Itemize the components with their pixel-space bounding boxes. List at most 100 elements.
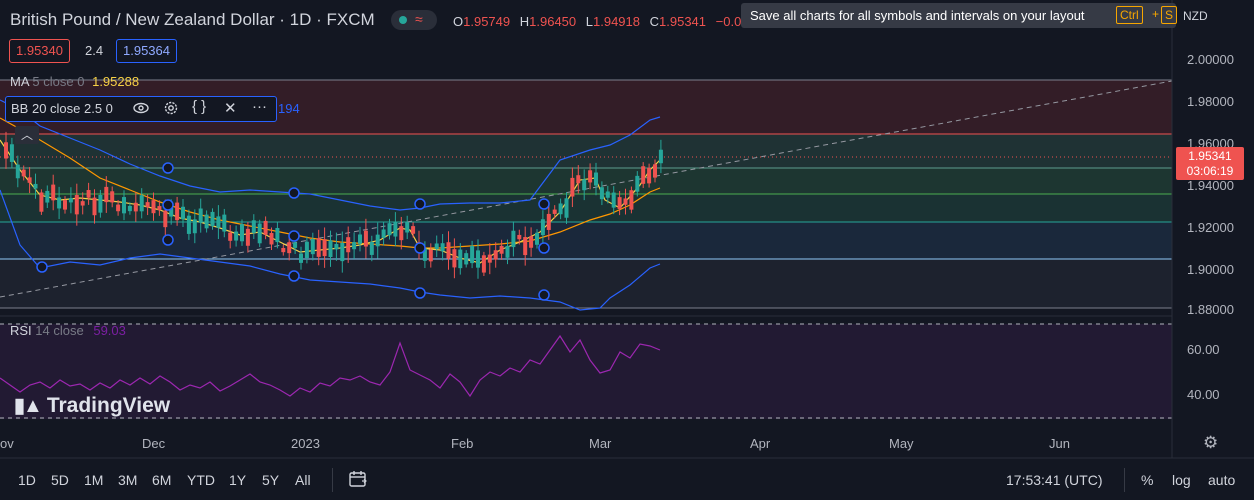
- candle-body: [623, 198, 628, 205]
- rsi-legend[interactable]: RSI 14 close 59.03: [10, 323, 126, 338]
- candle-body: [145, 202, 150, 208]
- collapse-legend-button[interactable]: ︿: [15, 126, 39, 144]
- candle-body: [222, 214, 227, 232]
- tooltip-text: Save all charts for all symbols and inte…: [750, 8, 1085, 23]
- candle-body: [328, 240, 333, 258]
- candle-body: [4, 142, 8, 159]
- candle-body: [86, 190, 91, 198]
- code-braces-icon[interactable]: { }: [192, 98, 207, 115]
- candle-body: [98, 194, 103, 213]
- log-scale-toggle[interactable]: log: [1172, 472, 1191, 488]
- time-axis-label: ov: [0, 436, 14, 451]
- rsi-params: 14 close: [35, 323, 84, 338]
- candle-body: [210, 211, 215, 227]
- candle-body: [552, 209, 557, 214]
- candle-body: [363, 230, 368, 247]
- ohlc-close-value: 1.95341: [659, 14, 707, 29]
- candle-body: [346, 237, 351, 253]
- candle-body: [340, 243, 345, 262]
- candle-body: [92, 197, 97, 216]
- candle-body: [576, 175, 581, 184]
- bb-legend[interactable]: BB 20 close 2.5 0 { } ✕ ···: [5, 96, 277, 122]
- candle-body: [535, 232, 539, 245]
- ma-value: 1.95288: [92, 74, 140, 89]
- price-axis-label: 1.98000: [1187, 94, 1234, 109]
- candle-body: [411, 226, 416, 234]
- candle-body: [15, 164, 20, 179]
- timeframe-3m[interactable]: 3M: [118, 472, 138, 488]
- logo-text: TradingView: [46, 394, 171, 417]
- candle-body: [157, 206, 162, 211]
- candle-body: [21, 169, 26, 177]
- candle-body: [33, 183, 38, 189]
- buy-price-button[interactable]: 1.95364: [116, 39, 177, 63]
- more-icon[interactable]: ···: [252, 98, 267, 115]
- candle-body: [110, 191, 115, 203]
- gear-icon[interactable]: ⚙: [1203, 433, 1219, 452]
- timeframe-5d[interactable]: 5D: [51, 472, 69, 488]
- candle-body: [452, 249, 457, 268]
- candle-body: [540, 219, 545, 236]
- tooltip-key-ctrl: Ctrl: [1116, 6, 1143, 24]
- candle-body: [175, 202, 180, 221]
- candle-body: [63, 200, 67, 210]
- candle-body: [434, 243, 439, 250]
- candle-body: [487, 254, 492, 263]
- rsi-label: RSI: [10, 323, 32, 338]
- rsi-axis-label: 40.00: [1187, 387, 1220, 402]
- candle-body: [322, 239, 327, 257]
- utc-clock[interactable]: 17:53:41 (UTC): [1006, 472, 1103, 488]
- price-axis-label: 1.88000: [1187, 302, 1234, 314]
- timeframe-5y[interactable]: 5Y: [262, 472, 280, 488]
- ohlc-low-value: 1.94918: [593, 14, 640, 29]
- candle-body: [116, 204, 121, 212]
- candle-body: [39, 192, 44, 212]
- timeframe-all[interactable]: All: [295, 472, 311, 488]
- close-icon[interactable]: ✕: [224, 100, 237, 117]
- candle-body: [570, 177, 575, 197]
- candle-body: [139, 195, 144, 212]
- rsi-axis-label: 60.00: [1187, 342, 1220, 357]
- candle-body: [381, 229, 386, 238]
- ma-legend[interactable]: MA 5 close 0 1.95288: [10, 74, 139, 89]
- candle-body: [481, 255, 486, 273]
- candle-body: [369, 242, 374, 255]
- candle-body: [458, 249, 463, 269]
- market-status-toggle[interactable]: ≈: [391, 10, 437, 30]
- candle-body: [617, 197, 622, 209]
- bb-label: BB: [11, 101, 29, 116]
- candle-body: [352, 242, 357, 250]
- ma-params: 5 close 0: [32, 74, 85, 89]
- candle-body: [440, 243, 445, 252]
- sell-price-button[interactable]: 1.95340: [9, 39, 70, 63]
- eye-icon[interactable]: [132, 99, 150, 121]
- candle-body: [511, 230, 516, 248]
- time-axis-label: Mar: [589, 436, 612, 451]
- currency-label[interactable]: NZD: [1183, 9, 1208, 23]
- candle-body: [387, 223, 392, 236]
- timeframe-1d[interactable]: 1D: [18, 472, 36, 488]
- candle-body: [476, 250, 480, 268]
- candle-body: [599, 187, 604, 200]
- timeframe-ytd[interactable]: YTD: [187, 472, 215, 488]
- auto-scale-toggle[interactable]: auto: [1208, 472, 1236, 488]
- candle-body: [464, 253, 469, 265]
- candle-body: [228, 232, 233, 241]
- candle-body: [275, 227, 280, 243]
- timeframe-1y[interactable]: 1Y: [229, 472, 247, 488]
- candle-body: [493, 250, 498, 260]
- timeframe-6m[interactable]: 6M: [152, 472, 172, 488]
- ohlc-open-key: O: [453, 14, 464, 29]
- calendar-range-icon[interactable]: [347, 468, 369, 495]
- candle-body: [151, 200, 156, 214]
- percent-scale-toggle[interactable]: %: [1141, 472, 1154, 488]
- timeframe-1m[interactable]: 1M: [84, 472, 104, 488]
- tradingview-logo[interactable]: ▮▲ TradingView: [14, 393, 170, 418]
- time-axis-label: 2023: [291, 436, 320, 451]
- candle-body: [80, 201, 85, 206]
- symbol-title[interactable]: British Pound / New Zealand Dollar · 1D …: [10, 10, 375, 29]
- gear-icon[interactable]: [162, 99, 180, 121]
- rsi-value: 59.03: [93, 323, 126, 338]
